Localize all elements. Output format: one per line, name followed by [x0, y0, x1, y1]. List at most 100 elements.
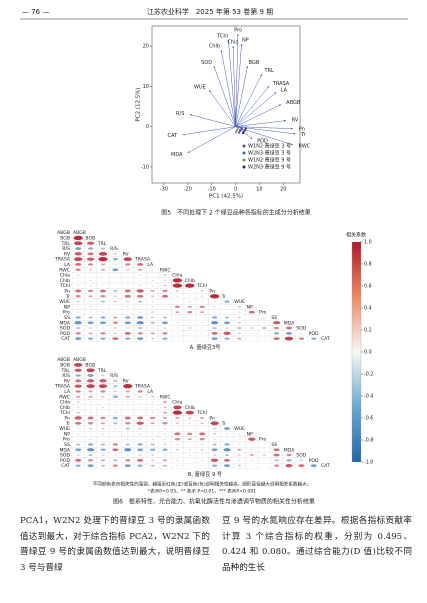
correlation-mark	[100, 443, 106, 446]
row-label: MDA	[59, 447, 70, 453]
page-number: — 76 —	[22, 8, 49, 16]
correlation-mark	[101, 427, 105, 430]
correlation-mark	[126, 327, 130, 329]
correlation-mark	[87, 459, 94, 462]
diagonal-label: CAT	[321, 463, 330, 469]
correlation-mark	[76, 443, 81, 446]
loading-arrow	[235, 74, 263, 127]
correlation-mark	[125, 390, 130, 393]
loading-label: RWC	[299, 143, 311, 149]
correlation-mark	[90, 285, 92, 287]
diagonal-label: BGB	[85, 362, 95, 368]
correlation-mark	[176, 327, 179, 329]
row-label: RV	[64, 251, 71, 257]
correlation-mark	[212, 443, 217, 446]
correlation-mark	[99, 321, 107, 325]
correlation-mark	[176, 295, 179, 297]
correlation-mark	[188, 290, 191, 292]
loading-label: Tr	[300, 132, 306, 138]
row-label: BGB	[60, 235, 70, 241]
correlation-mark	[211, 448, 218, 452]
correlation-mark	[75, 316, 81, 319]
correlation-mark	[152, 427, 154, 430]
loading-arrow	[235, 86, 270, 127]
correlation-mark	[124, 331, 131, 335]
colorbar-tick-label: -0.6	[364, 416, 373, 422]
correlation-mark	[224, 454, 230, 457]
correlation-mark	[74, 257, 83, 262]
diagonal-label: Chla	[172, 400, 182, 406]
correlation-mark	[238, 311, 241, 313]
colorbar-tick-label: -0.2	[364, 372, 373, 378]
correlation-mark	[74, 252, 82, 256]
correlation-mark	[127, 406, 129, 408]
y-tick-label: -10	[141, 164, 149, 170]
correlation-mark	[87, 263, 94, 266]
correlation-mark	[185, 283, 195, 288]
correlation-mark	[75, 247, 82, 250]
correlation-mark	[86, 379, 95, 383]
correlation-mark	[102, 274, 104, 276]
row-label: Pn	[64, 288, 70, 294]
correlation-mark	[102, 285, 104, 287]
row-label: ABGB	[57, 230, 70, 236]
correlation-mark	[113, 459, 118, 462]
correlation-mark	[187, 305, 192, 308]
correlation-mark	[310, 464, 317, 468]
row-label: TRL	[60, 368, 70, 374]
correlation-mark	[74, 241, 83, 246]
correlation-mark	[273, 326, 280, 330]
correlation-mark	[199, 432, 206, 436]
correlation-mark	[139, 412, 141, 414]
correlation-mark	[139, 433, 142, 435]
correlation-mark	[100, 247, 106, 250]
correlation-mark	[200, 311, 205, 314]
correlation-mark	[162, 337, 168, 340]
loading-arrow	[220, 49, 236, 127]
correlation-mark	[138, 327, 143, 330]
correlation-mark	[75, 390, 81, 393]
correlation-mark	[150, 422, 155, 425]
correlation-mark	[237, 306, 241, 308]
correlation-mark	[188, 422, 191, 424]
correlation-mark	[210, 421, 219, 426]
correlation-mark	[248, 437, 256, 441]
correlation-mark	[210, 321, 219, 325]
correlation-mark	[112, 443, 119, 446]
correlation-mark	[237, 316, 241, 319]
correlation-mark	[251, 316, 253, 319]
diagonal-label: SOD	[296, 326, 307, 332]
correlation-mark	[152, 274, 154, 276]
correlation-mark	[138, 268, 143, 271]
loading-label: WUE	[194, 85, 206, 91]
diagonal-label: Pro	[259, 437, 266, 443]
correlation-mark	[150, 289, 155, 292]
y-axis-label: PC2 (12.5%)	[136, 87, 142, 121]
correlation-mark	[201, 322, 204, 324]
diagonal-label: TChl	[196, 410, 207, 416]
row-label: RWC	[59, 267, 70, 273]
correlation-mark	[250, 449, 253, 451]
correlation-mark	[137, 316, 144, 319]
correlation-mark	[162, 448, 168, 451]
correlation-mark	[200, 290, 204, 292]
correlation-mark	[139, 285, 142, 287]
correlation-mark	[176, 465, 179, 467]
correlation-mark	[127, 412, 129, 414]
loading-arrow	[235, 126, 294, 130]
figure6-note: 不同颜色表示相关性的强弱，越接近红色(正)或蓝色(负)说明相关性越高，圆形直径越…	[93, 481, 312, 488]
correlation-mark	[162, 464, 168, 467]
correlation-mark	[189, 427, 191, 430]
correlation-mark	[126, 401, 129, 403]
correlation-mark	[87, 374, 94, 377]
correlation-mark	[263, 338, 265, 340]
correlation-mark	[151, 295, 155, 297]
correlation-mark	[100, 268, 106, 271]
correlation-mark	[138, 427, 142, 430]
correlation-mark	[189, 295, 191, 297]
correlation-mark	[163, 327, 167, 329]
correlation-mark	[75, 289, 82, 293]
correlation-mark	[201, 327, 204, 329]
row-label: Pn	[64, 415, 70, 421]
diagonal-label: ABGB	[73, 357, 86, 363]
